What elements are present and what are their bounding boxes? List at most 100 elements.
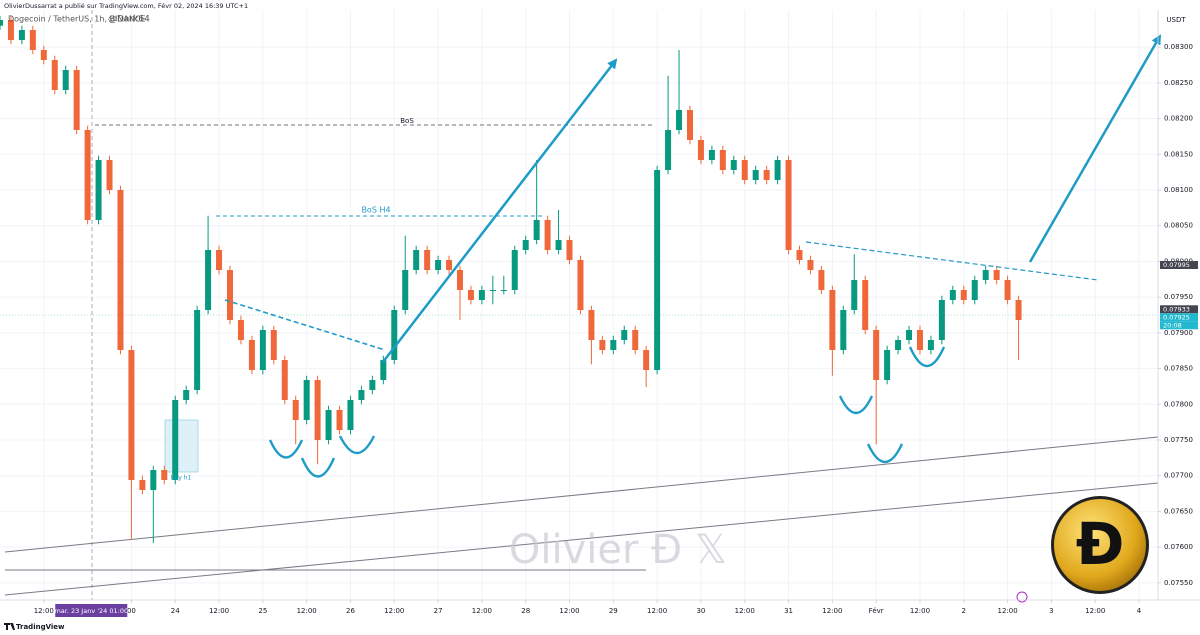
candle-body [117,190,124,350]
buy-zone [164,419,199,473]
candle-body [0,20,3,26]
y-tick-label: 0.07950 [1164,293,1193,301]
pattern-curves [268,346,946,478]
x-tick-label: Févr [869,607,884,615]
y-tick-label: 0.07700 [1164,472,1193,480]
x-tick-label: 12:00 [910,607,930,615]
candle-body [982,270,989,280]
candle-body [895,340,902,350]
candle-body [665,130,672,170]
price-tag-label: 0.07933 [1163,305,1190,313]
candle-body [413,250,420,270]
candle-body [796,250,803,260]
curve [908,346,946,367]
y-tick-label: 0.07600 [1164,543,1193,551]
price-tag [1160,305,1198,314]
header-bar [0,0,1200,10]
candle-body [599,340,606,350]
candle-body [456,270,463,290]
candle-body [435,260,442,270]
countdown-tag [1160,321,1198,330]
crosshair-label: mar. 23 Janv '24 01:00 [54,607,128,615]
candle-body [248,340,255,370]
x-tick-label: 12:00 [209,607,229,615]
candle-body [555,240,562,250]
candle-body [763,170,770,180]
candle-body [949,290,956,300]
candle-body [161,470,168,480]
candle-body [774,160,781,180]
price-tag [1160,313,1198,322]
author: @Dark64 [108,15,150,25]
candle-body [1015,300,1022,320]
candle-body [643,350,650,370]
x-tick-label: 24 [171,607,180,615]
x-tick-label: 31 [784,607,793,615]
candle-body [938,300,945,340]
candle-body [818,270,825,290]
candle-body [292,400,299,420]
candle-body [336,410,343,430]
candle-body [916,330,923,350]
curve [300,457,336,478]
candle-body [29,30,36,50]
axes: 0.08300 0.08250 0.08200 0.08150 0.08100 0.080… [34,43,1198,617]
candle-body [1004,280,1011,300]
y-tick-label: 0.08300 [1164,43,1193,51]
candle-body [621,330,628,340]
y-tick-label: 0.07550 [1164,579,1193,587]
candle-body [730,160,737,170]
candle-body [18,30,25,40]
watermark: Olivier Đ 𝕏 [509,527,727,573]
candle-body [544,220,551,250]
candle-body [927,340,934,350]
dashed-trend [805,241,1099,281]
x-tick-label: 12:00 [34,607,54,615]
x-tick-label: 12:00 [472,607,492,615]
symbol-line: Dogecoin / TetherUS, 1h, BINANCE [8,15,145,24]
price-tag-label: 0.07995 [1163,261,1190,269]
candle-body [150,470,157,490]
trend-line [4,436,1159,553]
x-tick-label: 2 [962,607,966,615]
x-tick-label: 27 [434,607,443,615]
candle-body [500,290,507,291]
grid [0,10,1158,600]
bos-h4-label: BoS H4 [361,206,390,215]
published-line: OlivierDussarrat a publié sur TradingVie… [4,2,248,10]
candle-body [654,170,661,370]
candle-body [610,340,617,350]
x-tick-label: 30 [696,607,705,615]
x-tick-label: 12:00 [997,607,1017,615]
buy-zone-label: buy h1 [171,475,192,482]
candle-body [686,110,693,140]
candle-body [402,270,409,310]
x-tick-label: 12:00 [559,607,579,615]
y-tick-label: 0.07650 [1164,507,1193,515]
candle-body [522,240,529,250]
candle-body [752,170,759,180]
candle-body [577,260,584,310]
dashed-trend [224,299,386,351]
x-tick-label: 3 [1049,607,1053,615]
candle-body [216,250,223,270]
candle-body [259,330,266,370]
currency-label: USDT [1166,16,1186,24]
candle-body [566,240,573,260]
candle-body [270,330,277,360]
y-tick-label: 0.08150 [1164,150,1193,158]
candle-body [960,290,967,300]
candle-body [478,290,485,300]
bos-label: BoS [400,117,414,125]
candle-body [719,150,726,170]
alert-icon [1016,591,1028,603]
candle-body [369,380,376,390]
x-tick-label: 26 [346,607,355,615]
candle-body [632,330,639,350]
candle-body [95,160,102,220]
logo-glyph: Ð [1076,510,1125,578]
x-tick-label: 28 [521,607,530,615]
x-tick-label: 12:00 [647,607,667,615]
